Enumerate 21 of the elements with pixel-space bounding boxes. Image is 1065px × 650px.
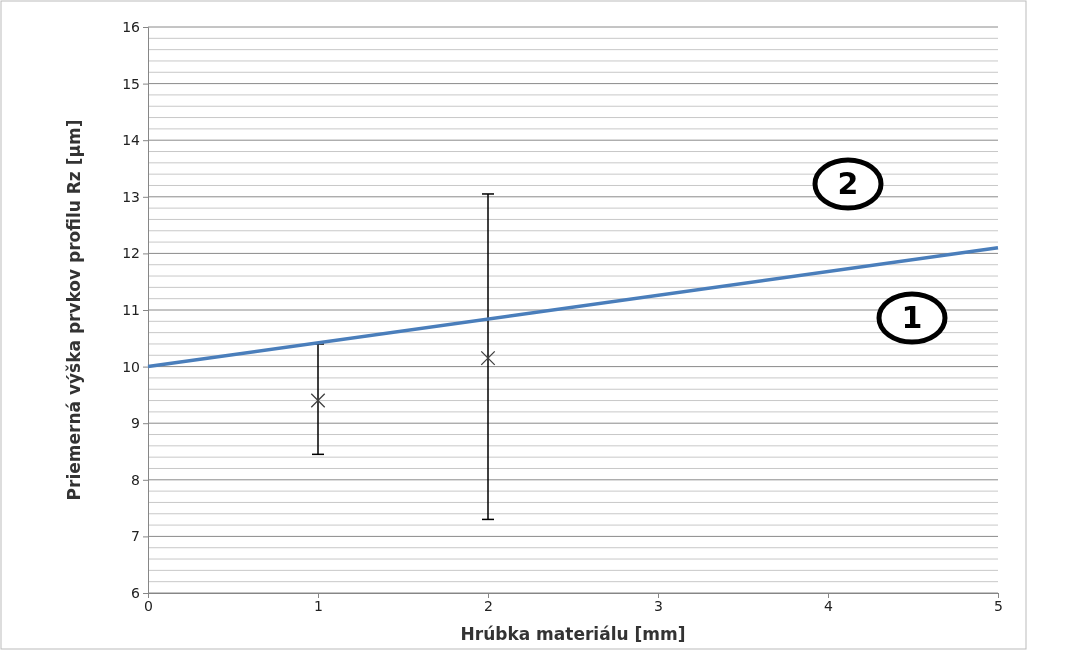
- y-tick-label: 16: [122, 18, 141, 35]
- y-tick-label: 14: [122, 132, 141, 149]
- x-tick-label: 1: [314, 597, 323, 614]
- x-tick-label: 3: [654, 597, 663, 614]
- x-tick-label: 2: [484, 597, 493, 614]
- x-tick-label: 4: [824, 597, 834, 614]
- annotation: 1: [901, 300, 923, 335]
- y-tick-label: 12: [122, 245, 140, 262]
- y-tick-label: 11: [122, 301, 140, 318]
- x-tick-label: 0: [144, 597, 153, 614]
- y-tick-label: 9: [131, 415, 140, 432]
- annotation: 2: [837, 166, 859, 201]
- y-tick-label: 7: [131, 528, 140, 545]
- y-tick-label: 6: [131, 584, 141, 601]
- x-axis-title: Hrúbka materiálu [mm]: [460, 624, 686, 644]
- y-tick-label: 13: [122, 188, 140, 205]
- y-tick-label: 15: [122, 75, 140, 92]
- x-tick-label: 5: [994, 597, 1003, 614]
- y-tick-label: 10: [122, 358, 140, 375]
- y-tick-label: 8: [131, 471, 140, 488]
- y-axis-title: Priemerná výška prvkov profilu Rz [µm]: [64, 119, 84, 501]
